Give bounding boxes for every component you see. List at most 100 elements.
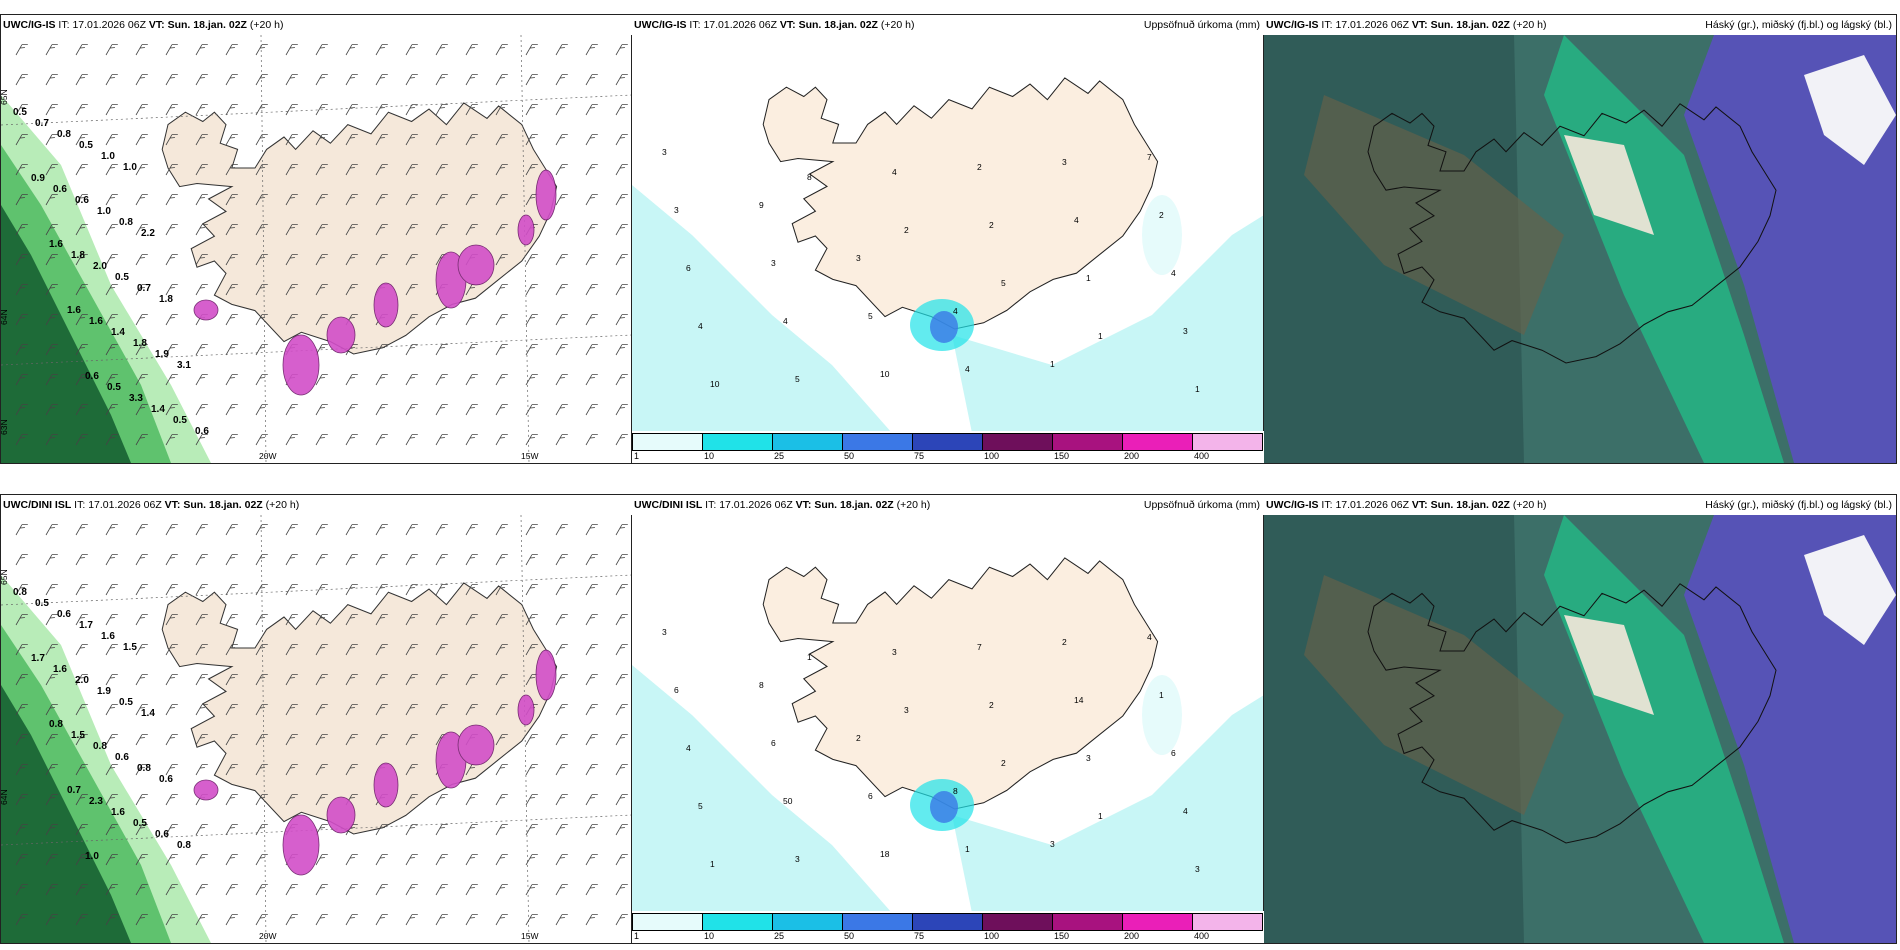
gust-value: 1.8 (159, 294, 173, 305)
wind-barb (285, 764, 298, 776)
wind-barb (555, 584, 568, 596)
wind-barb (315, 764, 328, 776)
wind-barb (615, 644, 628, 656)
colorbar-swatch (632, 913, 703, 931)
wind-barb (255, 524, 268, 536)
precip-cell (1142, 195, 1182, 275)
wind-barb (225, 704, 238, 716)
panel-precip-r1: UWC/IG-IS IT: 17.01.2026 06Z VT: Sun. 18… (631, 14, 1265, 464)
wind-barb (495, 164, 508, 176)
wind-barb (555, 104, 568, 116)
wind-barb (285, 434, 298, 446)
precip-value: 1 (1195, 384, 1200, 394)
precip-value: 1 (1050, 359, 1055, 369)
precip-value: 4 (1147, 632, 1152, 642)
wind-barb (435, 74, 448, 86)
wind-barb (105, 164, 118, 176)
wind-barb (285, 134, 298, 146)
wind-barb (465, 614, 478, 626)
wind-barb (405, 344, 418, 356)
wind-barb (585, 284, 598, 296)
wind-barb (345, 374, 358, 386)
colorbar-swatch (842, 913, 913, 931)
wind-barb (75, 914, 88, 926)
wind-barb (405, 524, 418, 536)
wind-barb (345, 674, 358, 686)
precip-area-light (632, 185, 892, 433)
longitude-line (520, 515, 530, 943)
wind-barb (615, 104, 628, 116)
iceland-outline (1367, 103, 1777, 364)
wind-barb (525, 134, 538, 146)
wind-barb (585, 314, 598, 326)
wind-barb (375, 164, 388, 176)
wind-barb (435, 224, 448, 236)
wind-barb (405, 704, 418, 716)
gust-value: 0.5 (119, 697, 133, 708)
wind-barb (285, 704, 298, 716)
wind-barb (285, 44, 298, 56)
wind-barb (45, 584, 58, 596)
wind-barb (45, 614, 58, 626)
wind-barb (135, 794, 148, 806)
land-outline (762, 557, 1159, 810)
wind-barb (345, 74, 358, 86)
wind-barb (225, 884, 238, 896)
gust-value: 1.6 (67, 305, 81, 316)
gust-value: 0.6 (115, 752, 129, 763)
precip-area-light (632, 665, 892, 913)
gust-value: 0.8 (177, 840, 191, 851)
wind-barb (375, 404, 388, 416)
gust-value: 0.8 (57, 129, 71, 140)
wind-barb (45, 194, 58, 206)
precip-value: 18 (880, 849, 890, 859)
colorbar-swatch (632, 433, 703, 451)
convective-cell (517, 214, 535, 246)
wind-barb (345, 854, 358, 866)
wind-barb (555, 764, 568, 776)
wind-barb (105, 554, 118, 566)
wind-barb (15, 404, 28, 416)
wind-barb (195, 224, 208, 236)
wind-barb (285, 554, 298, 566)
wind-barb (615, 614, 628, 626)
wind-barb (585, 374, 598, 386)
wind-barb (525, 764, 538, 776)
wind-barb (375, 44, 388, 56)
wind-barb (135, 854, 148, 866)
wind-barb (555, 854, 568, 866)
wind-barb (495, 374, 508, 386)
wind-barb (435, 404, 448, 416)
precip-value: 3 (674, 205, 679, 215)
wind-barb (405, 134, 418, 146)
colorbar-tick: 150 (1054, 451, 1070, 461)
wind-barb (585, 824, 598, 836)
wind-barb (315, 374, 328, 386)
gust-value: 2.0 (93, 261, 107, 272)
wind-barb (45, 794, 58, 806)
wind-barb (105, 314, 118, 326)
wind-barb (195, 674, 208, 686)
wind-barb (495, 584, 508, 596)
panel-variable-title: Háský (gr.), miðský (fj.bl.) og lágský (… (1705, 19, 1892, 31)
wind-barb (495, 554, 508, 566)
wind-barb (165, 224, 178, 236)
wind-barb (345, 554, 358, 566)
wind-barb (465, 434, 478, 446)
wind-barb (15, 914, 28, 926)
wind-barb (495, 224, 508, 236)
precip-value: 6 (674, 685, 679, 695)
wind-barb (15, 314, 28, 326)
clear-patch (1804, 55, 1896, 165)
wind-barb (45, 284, 58, 296)
wind-barb (315, 734, 328, 746)
colorbar-tick: 50 (844, 451, 855, 461)
wind-barb (585, 404, 598, 416)
wind-barb (45, 824, 58, 836)
wind-barb (75, 134, 88, 146)
panel-clouds-r1: UWC/IG-IS IT: 17.01.2026 06Z VT: Sun. 18… (1263, 14, 1897, 464)
wind-barb (195, 764, 208, 776)
wind-barb (15, 524, 28, 536)
wind-barb (75, 164, 88, 176)
wind-barb (255, 44, 268, 56)
